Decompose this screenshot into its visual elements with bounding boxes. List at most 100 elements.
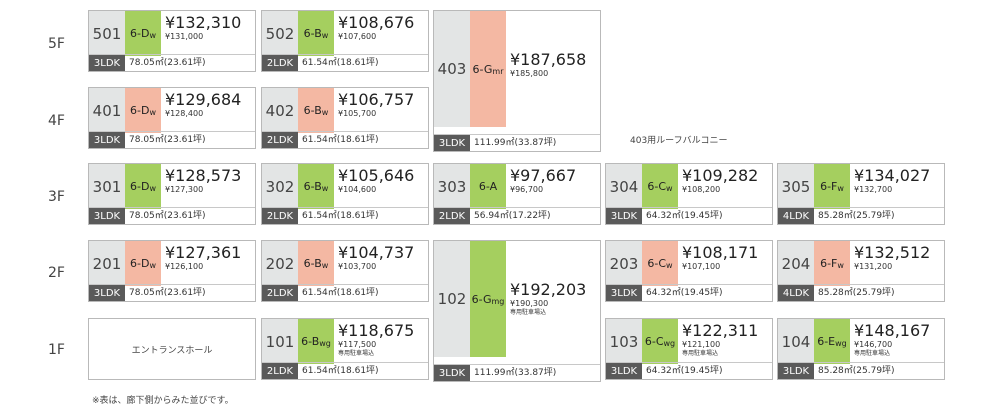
- price-block: ¥97,667 ¥96,700: [510, 167, 576, 195]
- unit-info-bar: 2LDK 61.54㎡(18.61坪): [262, 362, 428, 379]
- subprice: ¥104,600: [338, 185, 377, 194]
- layout-badge: 4LDK: [778, 208, 814, 224]
- unit-card[interactable]: 101 6-B wg ¥118,675 ¥117,500 専用駐車場込 2LDK 61.54㎡…: [261, 318, 429, 380]
- unit-card[interactable]: 302 6-B w ¥105,646 ¥104,600 2LDK 61.54㎡(18.61坪…: [261, 163, 429, 225]
- subprice: ¥131,200: [854, 262, 893, 271]
- parking-note: 専用駐車場込: [682, 350, 719, 357]
- area-text: 85.28㎡(25.79坪): [818, 366, 895, 376]
- unit-card[interactable]: 201 6-D w ¥127,361 ¥126,100 3LDK 78.05㎡(23.61坪…: [88, 240, 256, 302]
- price: ¥187,658: [510, 50, 587, 69]
- area-text: 78.05㎡(23.61坪): [129, 135, 206, 145]
- price-block: ¥134,027 ¥132,700: [854, 167, 930, 195]
- unit-card[interactable]: 305 6-F w ¥134,027 ¥132,700 4LDK 85.28㎡(25.79坪…: [777, 163, 945, 225]
- layout-badge: 3LDK: [434, 365, 470, 381]
- price: ¥105,646: [338, 166, 415, 185]
- price: ¥192,203: [510, 280, 587, 299]
- type-badge: 6-A: [470, 164, 506, 209]
- unit-card[interactable]: 401 6-D w ¥129,684 ¥128,400 3LDK 78.05㎡(23.61坪…: [88, 87, 256, 149]
- subprice: ¥105,700: [338, 109, 377, 118]
- layout-badge: 3LDK: [606, 208, 642, 224]
- type-sub: wg: [835, 339, 847, 348]
- unit-card[interactable]: 304 6-C w ¥109,282 ¥108,200 3LDK 64.32㎡(19.45坪…: [605, 163, 773, 225]
- floor-label-3f: 3F: [48, 189, 65, 205]
- parking-note: 専用駐車場込: [854, 350, 891, 357]
- price-block: ¥148,167 ¥146,700 専用駐車場込: [854, 322, 930, 358]
- type-main: 6-D: [130, 257, 150, 270]
- subprice: ¥108,200: [682, 185, 721, 194]
- room-number: 301: [89, 164, 125, 209]
- type-badge: 6-B w: [298, 88, 334, 133]
- unit-card[interactable]: 104 6-E wg ¥148,167 ¥146,700 専用駐車場込 3LDK 85.28㎡…: [777, 318, 945, 380]
- type-main: 6-A: [478, 180, 498, 193]
- unit-info-bar: 2LDK 61.54㎡(18.61坪): [262, 131, 428, 148]
- price: ¥118,675: [338, 321, 415, 340]
- room-number: 304: [606, 164, 642, 209]
- price: ¥109,282: [682, 166, 759, 185]
- price: ¥148,167: [854, 321, 931, 340]
- unit-info-bar: 2LDK 61.54㎡(18.61坪): [262, 284, 428, 301]
- price-block: ¥109,282 ¥108,200: [682, 167, 758, 195]
- unit-card[interactable]: 103 6-C wg ¥122,311 ¥121,100 専用駐車場込 3LDK 64.32㎡…: [605, 318, 773, 380]
- unit-card[interactable]: 502 6-B w ¥108,676 ¥107,600 2LDK 61.54㎡(18.61坪…: [261, 10, 429, 72]
- subprice: ¥117,500: [338, 340, 377, 349]
- floor-label-4f: 4F: [48, 113, 65, 129]
- price: ¥132,512: [854, 243, 931, 262]
- type-sub: wg: [663, 339, 676, 348]
- area-text: 61.54㎡(18.61坪): [302, 135, 379, 145]
- unit-card[interactable]: 204 6-F w ¥132,512 ¥131,200 4LDK 85.28㎡(25.79坪…: [777, 240, 945, 302]
- parking-note: 専用駐車場込: [338, 350, 375, 357]
- area-text: 56.94㎡(17.22坪): [474, 211, 551, 221]
- subprice: ¥190,300: [510, 299, 549, 308]
- price: ¥104,737: [338, 243, 415, 262]
- subprice: ¥185,800: [510, 69, 549, 78]
- price: ¥128,573: [165, 166, 242, 185]
- area-text: 111.99㎡(33.87坪): [474, 368, 557, 378]
- price: ¥122,311: [682, 321, 759, 340]
- subprice: ¥126,100: [165, 262, 204, 271]
- unit-info-bar: 4LDK 85.28㎡(25.79坪): [778, 284, 944, 301]
- unit-info-bar: 2LDK 61.54㎡(18.61坪): [262, 207, 428, 224]
- unit-info-bar: 3LDK 78.05㎡(23.61坪): [89, 54, 255, 71]
- layout-badge: 3LDK: [89, 55, 125, 71]
- price-block: ¥132,512 ¥131,200: [854, 244, 930, 272]
- type-sub: w: [149, 261, 156, 270]
- unit-card[interactable]: 301 6-D w ¥128,573 ¥127,300 3LDK 78.05㎡(23.61坪…: [88, 163, 256, 225]
- unit-card[interactable]: 402 6-B w ¥106,757 ¥105,700 2LDK 61.54㎡(18.61坪…: [261, 87, 429, 149]
- unit-card[interactable]: 202 6-B w ¥104,737 ¥103,700 2LDK 61.54㎡(18.61坪…: [261, 240, 429, 302]
- type-badge: 6-D w: [125, 88, 161, 133]
- unit-card[interactable]: 501 6-D w ¥132,310 ¥131,000 3LDK 78.05㎡(23.61坪…: [88, 10, 256, 72]
- floor-label-1f: 1F: [48, 342, 65, 358]
- unit-card[interactable]: 203 6-C w ¥108,171 ¥107,100 3LDK 64.32㎡(19.45坪…: [605, 240, 773, 302]
- type-sub: w: [837, 184, 844, 193]
- price-block: ¥108,676 ¥107,600: [338, 14, 414, 42]
- type-main: 6-C: [644, 335, 664, 348]
- price: ¥127,361: [165, 243, 242, 262]
- price-block: ¥127,361 ¥126,100: [165, 244, 241, 272]
- type-sub: w: [149, 31, 156, 40]
- type-main: 6-F: [820, 257, 838, 270]
- area-text: 78.05㎡(23.61坪): [129, 288, 206, 298]
- type-sub: w: [321, 261, 329, 270]
- unit-info-bar: 4LDK 85.28㎡(25.79坪): [778, 207, 944, 224]
- layout-badge: 3LDK: [606, 363, 642, 379]
- room-number: 302: [262, 164, 298, 209]
- type-main: 6-G: [472, 62, 493, 76]
- price-block: ¥108,171 ¥107,100: [682, 244, 758, 272]
- room-number: 203: [606, 241, 642, 286]
- area-text: 61.54㎡(18.61坪): [302, 211, 379, 221]
- type-main: 6-B: [303, 257, 322, 270]
- type-main: 6-B: [303, 27, 322, 40]
- unit-card[interactable]: 102 6-G mg ¥192,203 ¥190,300 専用駐車場込 3LDK 111.99…: [433, 240, 601, 382]
- room-number: 103: [606, 319, 642, 364]
- price: ¥108,676: [338, 13, 415, 32]
- subprice: ¥128,400: [165, 109, 204, 118]
- price-block: ¥122,311 ¥121,100 専用駐車場込: [682, 322, 758, 358]
- unit-card[interactable]: 403 6-G mr ¥187,658 ¥185,800 3LDK 111.99㎡(33.8…: [433, 10, 601, 152]
- type-badge: 6-B w: [298, 164, 334, 209]
- room-number: 303: [434, 164, 470, 209]
- unit-card[interactable]: 303 6-A ¥97,667 ¥96,700 2LDK 56.94㎡(17.22坪): [433, 163, 601, 225]
- type-sub: w: [666, 261, 673, 270]
- type-sub: mr: [492, 66, 504, 76]
- subprice: ¥132,700: [854, 185, 893, 194]
- layout-badge: 2LDK: [262, 363, 298, 379]
